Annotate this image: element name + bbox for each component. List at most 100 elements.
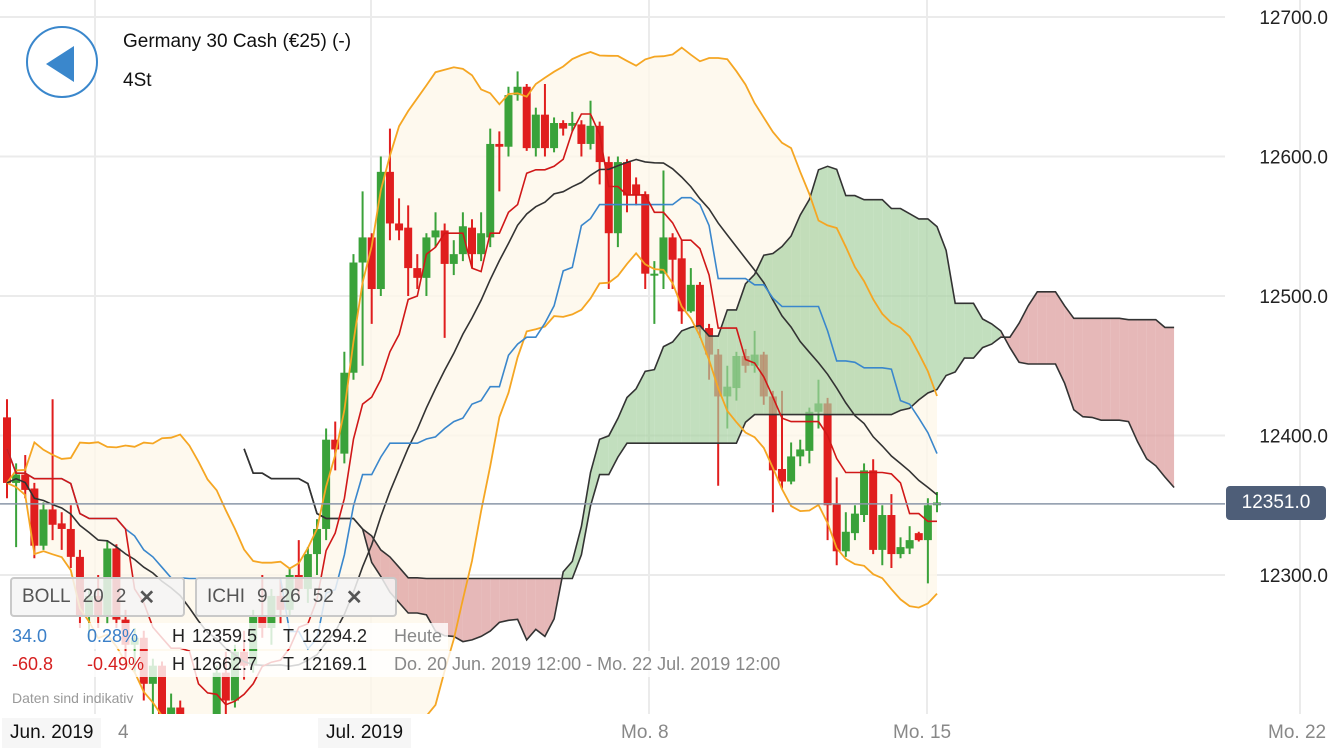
cloud-segment-bearish: [1037, 291, 1047, 365]
candle: [905, 526, 914, 555]
candle: [841, 512, 850, 557]
candle: [613, 156, 622, 248]
candle-body: [48, 509, 57, 525]
cloud-segment-bearish: [408, 577, 418, 614]
cloud-segment-bullish: [563, 561, 573, 579]
candle-body: [604, 162, 613, 234]
candle-body: [486, 143, 495, 238]
cloud-segment-bullish: [572, 526, 582, 579]
cloud-segment-bearish: [1092, 318, 1102, 421]
candle-body: [349, 262, 358, 373]
bollinger-upper-line: [6, 46, 938, 570]
candle-body: [787, 456, 796, 482]
cloud-segment-bearish: [1155, 319, 1165, 478]
candle-body: [367, 237, 376, 290]
cloud-segment-bearish: [1101, 318, 1111, 421]
cloud-segment-bearish: [1046, 291, 1056, 365]
candle: [650, 261, 659, 324]
candle: [513, 71, 522, 101]
candle-body: [869, 470, 878, 550]
back-arrow-icon: [46, 46, 74, 82]
candle: [686, 268, 695, 313]
y-tick-label: 12700.0: [1259, 8, 1328, 29]
candle-body: [303, 554, 312, 589]
grid: [0, 0, 1301, 714]
period-high: 12662.7: [192, 654, 258, 674]
cloud-segment-bullish: [791, 215, 801, 415]
cloud-segment-bullish: [782, 236, 792, 415]
cloud-segment-bearish: [499, 578, 509, 623]
close-icon[interactable]: ✕: [138, 586, 156, 609]
cloud-segment-bearish: [481, 578, 491, 637]
indicator-name: BOLL: [22, 586, 71, 607]
candle-body: [832, 503, 841, 552]
cloud-segment-bearish: [462, 578, 472, 642]
candle: [395, 198, 404, 241]
candle: [641, 191, 650, 290]
candle-body: [641, 194, 650, 274]
candle: [30, 482, 39, 559]
candle-body: [613, 162, 622, 234]
indicator-param: 2: [115, 586, 127, 607]
candle: [623, 159, 631, 213]
cloud-segment-bearish: [1110, 318, 1120, 421]
candle-body: [914, 533, 923, 541]
candle-body: [185, 716, 193, 718]
candle: [522, 83, 531, 151]
candle: [12, 463, 21, 548]
indicator-ichi-chip[interactable]: ICHI 9 26 52 ✕: [195, 577, 397, 617]
candle-body: [57, 523, 66, 529]
cloud-segment-bullish: [864, 199, 874, 415]
candle-body: [39, 509, 48, 546]
y-axis: 12300.0 12400.0 12500.0 12600.0 12700.0: [1259, 8, 1328, 587]
candle: [468, 219, 476, 269]
y-tick-label: 12600.0: [1259, 148, 1328, 169]
timeframe-label[interactable]: 4St: [123, 70, 152, 91]
candle: [204, 715, 212, 719]
candle: [914, 531, 923, 542]
cloud-segment-bullish: [882, 199, 892, 415]
indicator-boll-chip[interactable]: BOLL 20 2 ✕: [10, 577, 185, 617]
candle-body: [449, 254, 458, 264]
candle-body: [313, 528, 321, 555]
candle: [787, 442, 796, 485]
candle: [504, 86, 513, 157]
cloud-segment-bullish: [727, 309, 737, 444]
candle-body: [513, 86, 522, 96]
last-price-label: 12351.0: [1226, 486, 1326, 520]
cloud-segment-bearish: [399, 567, 409, 614]
cloud-segment-bullish: [663, 342, 673, 444]
candle: [358, 191, 367, 366]
candle-body: [850, 513, 859, 534]
candle-body: [668, 237, 677, 260]
cloud-segment-bullish: [690, 325, 700, 444]
candle: [869, 459, 878, 555]
indicator-param: 26: [279, 586, 301, 607]
cloud-segment-bullish: [964, 303, 974, 359]
candle-body: [176, 707, 185, 714]
candle: [896, 537, 905, 559]
cloud-segment-bearish: [1028, 291, 1038, 365]
candle-body: [404, 227, 413, 269]
candle: [449, 240, 458, 276]
close-icon[interactable]: ✕: [345, 586, 363, 609]
cloud-segment-bullish: [672, 330, 682, 444]
candle: [66, 505, 75, 569]
candle: [550, 117, 559, 153]
candle-body: [385, 171, 394, 224]
candle-body: [659, 237, 668, 274]
back-button[interactable]: [26, 26, 98, 98]
candle: [167, 693, 176, 714]
candle-body: [577, 124, 586, 144]
candle: [559, 120, 568, 136]
y-tick-label: 12300.0: [1259, 566, 1328, 587]
cloud-segment-bullish: [891, 208, 901, 415]
candle: [805, 407, 814, 464]
candle: [385, 128, 394, 241]
candle-body: [559, 123, 568, 129]
cloud-segment-bullish: [654, 346, 664, 444]
cloud-segment-bullish: [927, 218, 937, 393]
candle: [677, 240, 686, 324]
cloud-segment-bearish: [526, 578, 536, 640]
candle-body: [258, 616, 267, 629]
